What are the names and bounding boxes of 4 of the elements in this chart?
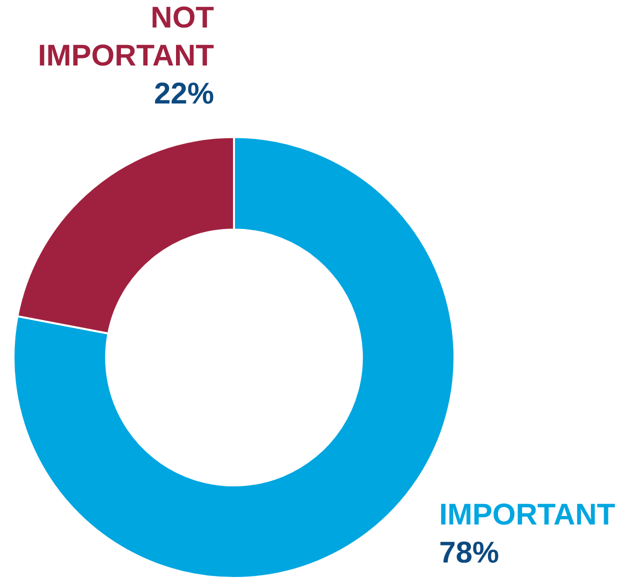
slice-label: IMPORTANT — [439, 498, 616, 532]
data-label: 78% — [439, 536, 500, 570]
data-label: 22% — [154, 77, 214, 110]
slice-label: NOT IMPORTANT — [38, 1, 214, 72]
